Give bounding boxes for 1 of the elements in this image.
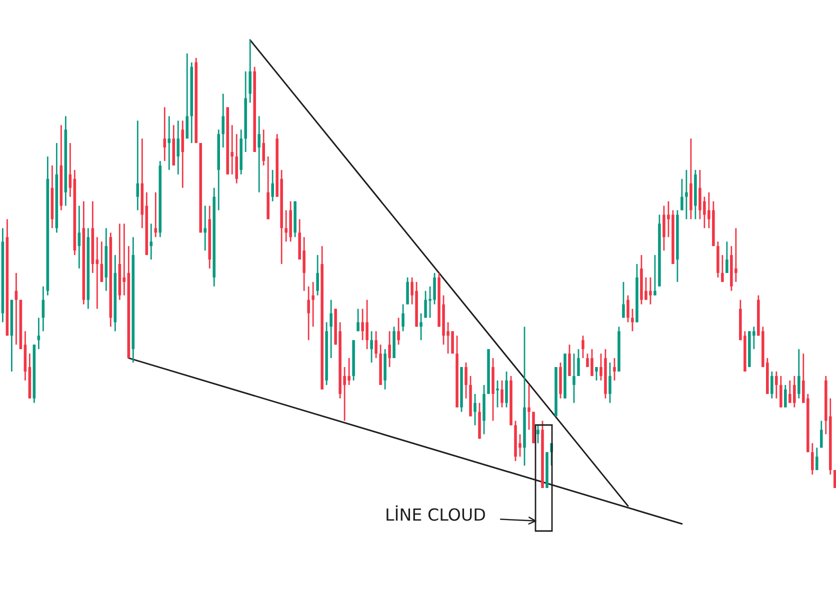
text: LİNE CLOUD: [386, 505, 485, 521]
